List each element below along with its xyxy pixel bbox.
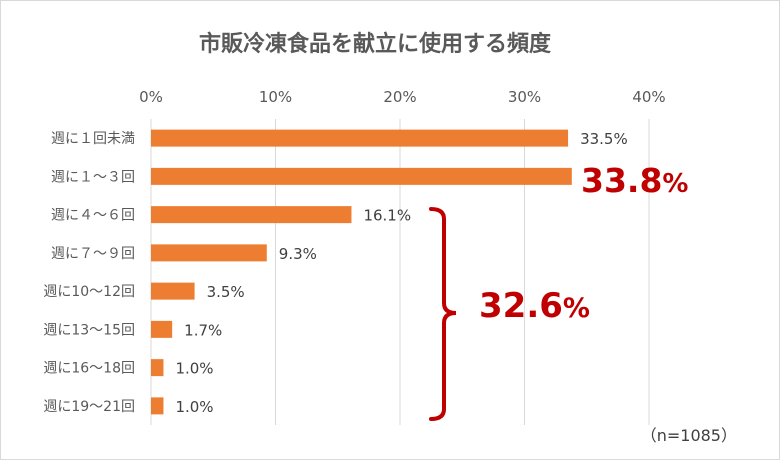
x-tick-label: 20% bbox=[383, 88, 416, 106]
x-tick-label: 40% bbox=[632, 88, 665, 106]
bar bbox=[151, 320, 173, 338]
x-tick-label: 0% bbox=[139, 88, 163, 106]
data-label: 1.0% bbox=[175, 398, 213, 416]
bar bbox=[151, 167, 572, 185]
category-label: 週に１回未満 bbox=[51, 131, 135, 147]
bar bbox=[151, 282, 195, 300]
data-label: 3.5% bbox=[207, 283, 245, 301]
category-label: 週に１～３回 bbox=[51, 169, 135, 185]
x-axis-tick-labels: 0% 10% 20% 30% 40% bbox=[139, 88, 666, 106]
chart-title: 市販冷凍食品を献立に使用する頻度 bbox=[199, 31, 552, 57]
bar bbox=[151, 359, 164, 377]
bars bbox=[151, 129, 572, 415]
data-labels: 33.5% 16.1% 9.3% 3.5% 1.7% 1.0% 1.0% bbox=[175, 130, 627, 416]
category-label: 週に10～12回 bbox=[43, 284, 135, 300]
category-label: 週に16～18回 bbox=[43, 361, 135, 377]
group-bracket bbox=[429, 207, 457, 421]
data-label: 33.5% bbox=[580, 130, 628, 148]
bracket-value: 32.6 bbox=[479, 286, 563, 326]
data-label: 16.1% bbox=[363, 207, 411, 225]
category-label: 週に19～21回 bbox=[43, 399, 135, 415]
x-tick-label: 10% bbox=[259, 88, 292, 106]
bracket-unit: % bbox=[563, 293, 590, 324]
bar bbox=[151, 129, 569, 147]
data-label: 9.3% bbox=[279, 245, 317, 263]
bar bbox=[151, 244, 267, 262]
highlight-annotation: 33.8% bbox=[581, 161, 688, 200]
data-label: 1.0% bbox=[175, 360, 213, 378]
bracket-annotation: 32.6% bbox=[479, 286, 590, 326]
category-label: 週に13～15回 bbox=[43, 322, 135, 338]
highlight-value: 33.8 bbox=[581, 161, 662, 200]
highlight-unit: % bbox=[662, 169, 688, 199]
bar bbox=[151, 397, 164, 415]
sample-size-note: （n=1085） bbox=[641, 426, 737, 445]
category-label: 週に４～６回 bbox=[51, 208, 135, 224]
bar bbox=[151, 206, 352, 224]
x-tick-label: 30% bbox=[508, 88, 541, 106]
category-label: 週に７～９回 bbox=[51, 246, 135, 262]
data-label: 1.7% bbox=[184, 321, 222, 339]
category-labels: 週に１回未満週に１～３回週に４～６回週に７～９回週に10～12回週に13～15回… bbox=[43, 131, 135, 415]
gridlines bbox=[150, 119, 650, 425]
